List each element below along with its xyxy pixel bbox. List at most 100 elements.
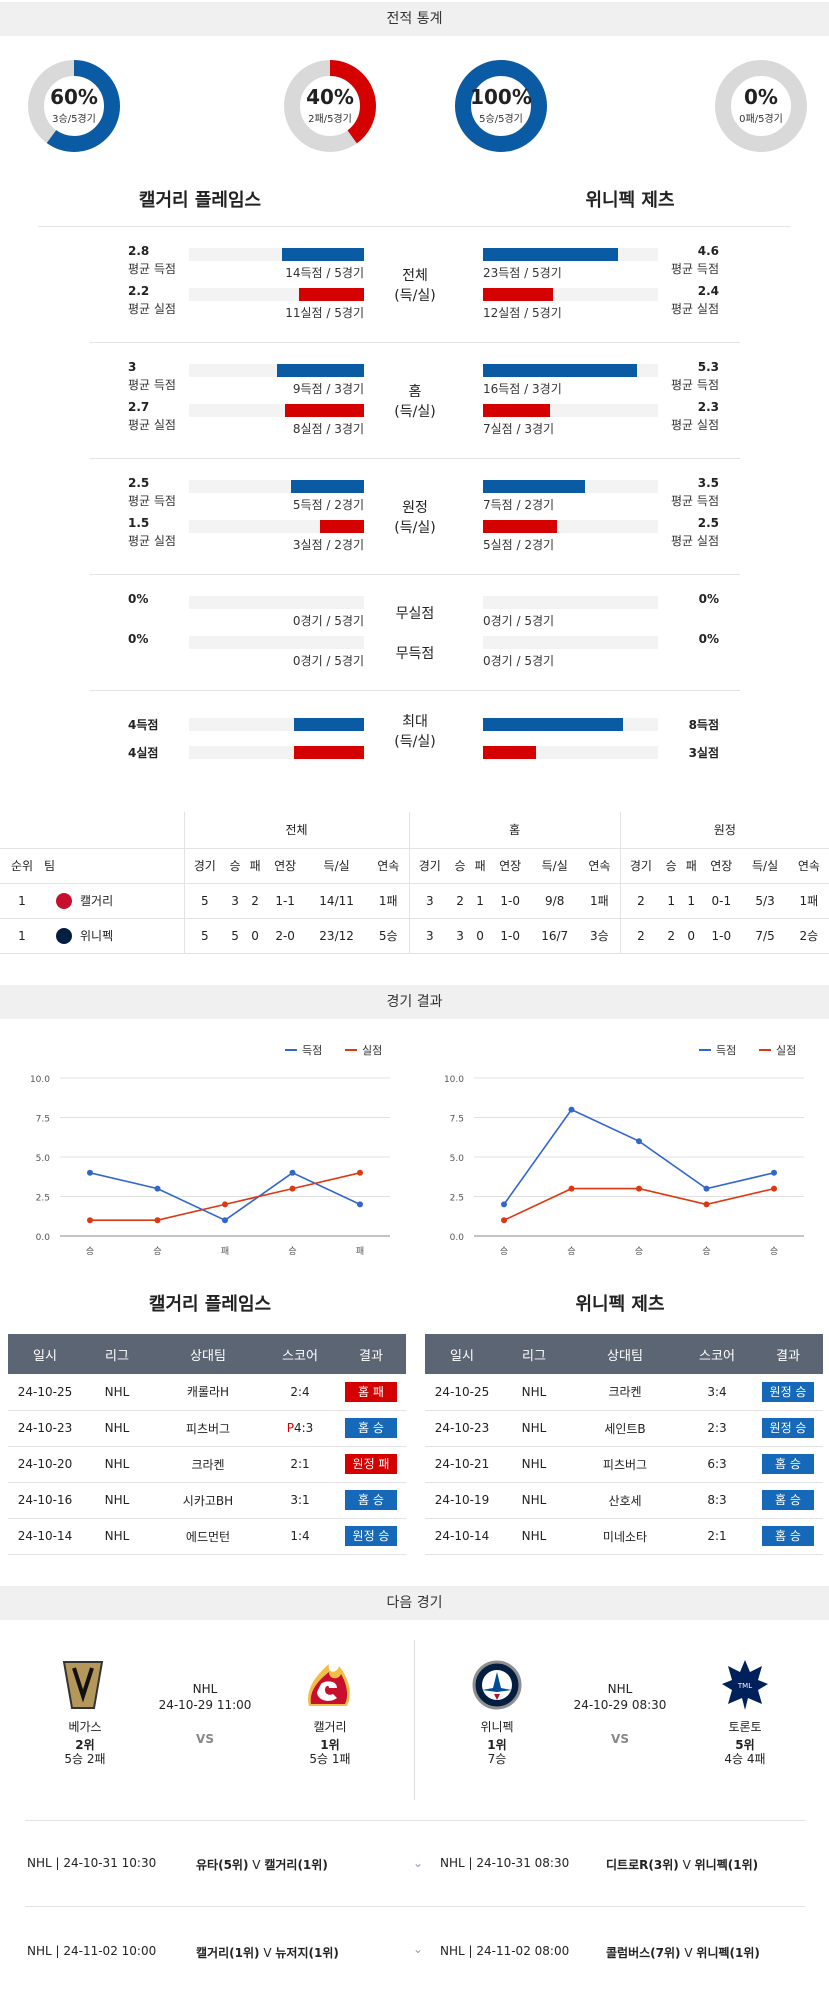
result-league: NHL: [82, 1410, 152, 1447]
x-tick-label: 승: [288, 1246, 296, 1257]
stat-bar-fill: [294, 718, 364, 731]
result-date: 24-10-25: [425, 1374, 499, 1411]
result-score-cell: 2:1: [681, 1518, 753, 1555]
donut-subtext: 3승/5경기: [52, 114, 96, 125]
standings-row[interactable]: 1 위니펙 5 5 0 2-0 23/12 5승 3 3 0 1-0 16/7 3승 2 2 0 1-0 7/5 2승: [0, 918, 829, 954]
results-row[interactable]: 24-10-23 NHL 피츠버그 P4:3 홈 승: [8, 1410, 406, 1447]
result-score-cell: 1:4: [264, 1518, 336, 1555]
standings-cell: 7/5: [741, 918, 789, 954]
stat-value: 2.2: [128, 284, 150, 298]
standings-header-cell: 패: [470, 848, 491, 884]
result-league: NHL: [499, 1482, 569, 1519]
data-point-concede: [501, 1217, 507, 1224]
upcoming-left-1-teams[interactable]: 유타(5위) V 캘거리(1위): [196, 1856, 328, 1873]
results-row[interactable]: 24-10-21 NHL 피츠버그 6:3 홈 승: [425, 1446, 823, 1483]
group-label-line1: 전체: [402, 268, 428, 284]
results-line-chart: 득점 실점 0.0 2.5 5.0 7.5 10.0 승 승 패 승 패: [30, 1044, 390, 1257]
result-opponent[interactable]: 산호세: [569, 1482, 681, 1519]
standings-cell: 5: [225, 918, 246, 954]
results-row[interactable]: 24-10-25 NHL 캐롤라H 2:4 홈 패: [8, 1374, 406, 1411]
chevron-double-down-icon: ⌄: [413, 1942, 424, 1956]
stat-bar-track: [483, 520, 658, 533]
donut-arc: [28, 60, 120, 152]
standings-cell: 1: [661, 883, 682, 919]
result-opponent[interactable]: 캐롤라H: [152, 1374, 264, 1411]
group-label-line2: 무득점: [395, 646, 435, 662]
donut-subtext: 5승/5경기: [479, 114, 523, 125]
stat-subtext: 3실점 / 2경기: [292, 538, 364, 552]
stat-bar-track: [483, 636, 658, 649]
data-point-score: [568, 1106, 575, 1113]
results-row[interactable]: 24-10-14 NHL 미네소타 2:1 홈 승: [425, 1518, 823, 1555]
team-right-name: 위니펙 제츠: [585, 190, 675, 211]
standings-header-cell: 연속: [788, 848, 829, 884]
group-label-line1: 원정: [402, 500, 428, 516]
stat-bar-track: [483, 718, 658, 731]
upcoming-right-1-teams[interactable]: 디트로R(3위) V 위니펙(1위): [606, 1856, 758, 1873]
stat-bar-fill: [483, 718, 623, 731]
stat-subtext: 7실점 / 3경기: [483, 422, 555, 436]
results-row[interactable]: 24-10-16 NHL 시카고BH 3:1 홈 승: [8, 1482, 406, 1519]
result-opponent[interactable]: 미네소타: [569, 1518, 681, 1555]
group-label-line1: 무실점: [395, 606, 435, 622]
match2-home-name: 위니펙: [480, 1720, 514, 1734]
standings-header-cell: 연속: [368, 848, 410, 884]
results-header-cell: 리그: [499, 1334, 569, 1374]
match1-away-name: 캘거리: [313, 1720, 347, 1734]
result-score: 6:3: [707, 1457, 727, 1471]
result-score: 2:3: [707, 1421, 727, 1435]
data-point-concede: [568, 1185, 575, 1192]
result-opponent[interactable]: 크라켄: [569, 1374, 681, 1411]
donut-arc: [455, 60, 547, 152]
group-label-line2: (득/실): [394, 520, 436, 536]
x-tick-label: 승: [635, 1246, 643, 1257]
upcoming-left-2-teams[interactable]: 캘거리(1위) V 뉴저지(1위): [196, 1944, 339, 1961]
standings-team-name[interactable]: 위니펙: [80, 928, 114, 943]
results-row[interactable]: 24-10-14 NHL 에드먼턴 1:4 원정 승: [8, 1518, 406, 1555]
standings-cell: 5: [183, 883, 226, 919]
standings-cell: 5: [183, 918, 226, 954]
result-score: 2:1: [290, 1457, 310, 1471]
results-row[interactable]: 24-10-25 NHL 크라켄 3:4 원정 승: [425, 1374, 823, 1411]
results-row[interactable]: 24-10-19 NHL 산호세 8:3 홈 승: [425, 1482, 823, 1519]
group-label-line2: (득/실): [394, 288, 436, 304]
results-header-cell: 결과: [753, 1334, 823, 1374]
standings-cell: 1: [681, 883, 702, 919]
standings-team-name[interactable]: 캘거리: [80, 893, 114, 908]
result-opponent[interactable]: 피츠버그: [569, 1446, 681, 1483]
result-date: 24-10-16: [8, 1482, 82, 1519]
result-badge: 홈 승: [345, 1490, 397, 1510]
standings-cell: 캘거리: [44, 883, 184, 919]
upcoming-right-1-away: 위니펙(1위): [694, 1858, 759, 1872]
x-tick-label: 승: [153, 1246, 161, 1257]
stat-value: 0%: [698, 632, 719, 646]
y-tick-label: 7.5: [450, 1115, 464, 1125]
result-badge: 원정 패: [345, 1454, 397, 1474]
stat-value: 4.6: [697, 244, 719, 258]
match1-datetime: 24-10-29 11:00: [158, 1698, 252, 1712]
result-opponent[interactable]: 시카고BH: [152, 1482, 264, 1519]
results-row[interactable]: 24-10-20 NHL 크라켄 2:1 원정 패: [8, 1446, 406, 1483]
result-opponent[interactable]: 크라켄: [152, 1446, 264, 1483]
results-row[interactable]: 24-10-23 NHL 세인트B 2:3 원정 승: [425, 1410, 823, 1447]
result-opponent[interactable]: 피츠버그: [152, 1410, 264, 1447]
stat-value: 3실점: [688, 746, 719, 760]
result-opponent[interactable]: 에드먼턴: [152, 1518, 264, 1555]
group-label-line2: (득/실): [394, 734, 436, 750]
upcoming-left-2-away: 뉴저지(1위): [275, 1946, 339, 1960]
standings-cell: 2: [619, 883, 662, 919]
standings-cell: 23/12: [305, 918, 368, 954]
stat-bar-fill: [483, 288, 553, 301]
match1-league: NHL: [192, 1682, 218, 1696]
standings-cell: 2승: [788, 918, 829, 954]
standings-cell: 1-1: [265, 883, 306, 919]
result-score: 4:3: [293, 1421, 314, 1435]
data-point-concede: [771, 1185, 777, 1192]
result-league: NHL: [499, 1446, 569, 1483]
result-badge: 홈 승: [762, 1454, 814, 1474]
standings-row[interactable]: 1 캘거리 5 3 2 1-1 14/11 1패 3 2 1 1-0 9/8 1패 2 1 1 0-1 5/3 1패: [0, 883, 829, 919]
upcoming-right-2-teams[interactable]: 콜럼버스(7위) V 위니펙(1위): [606, 1944, 760, 1961]
x-tick-label: 승: [770, 1246, 778, 1257]
stat-value: 0%: [128, 632, 149, 646]
result-opponent[interactable]: 세인트B: [569, 1410, 681, 1447]
